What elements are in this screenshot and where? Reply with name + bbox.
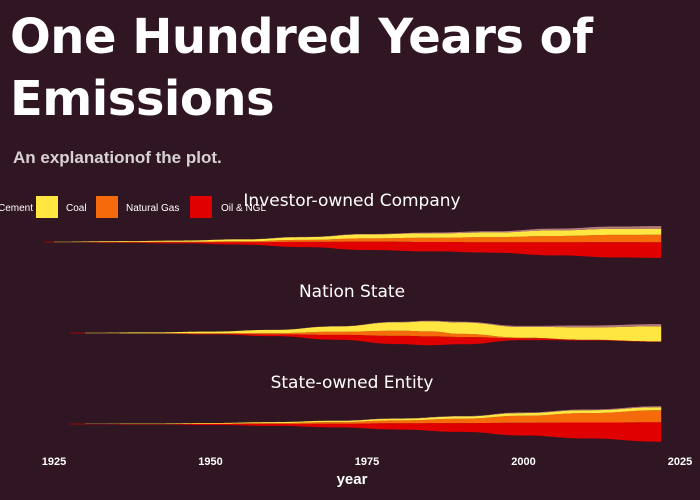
stream-layers — [44, 226, 662, 442]
facet-title-state-owned-entity: State-owned Entity — [271, 373, 434, 393]
legend-swatch-coal — [36, 196, 58, 218]
x-axis: 1925 1950 1975 2000 2025 year — [42, 456, 692, 488]
legend-label-cement: Cement — [0, 203, 33, 214]
legend-item-cement: Cement — [0, 203, 33, 214]
stream-layer-oil-ngl — [54, 241, 662, 258]
stream-layer-coal — [85, 321, 662, 342]
x-tick-label: 2000 — [511, 456, 535, 468]
legend-item-natural-gas: Natural Gas — [96, 196, 179, 218]
facet-nation-state — [70, 320, 662, 346]
chart-subtitle: An explanationof the plot. — [13, 148, 222, 167]
facet-investor-owned-company — [44, 226, 662, 258]
legend-label-natural-gas: Natural Gas — [126, 203, 179, 214]
legend-label-coal: Coal — [66, 203, 87, 214]
stream-layer-oil-ngl — [85, 422, 662, 442]
legend-swatch-natural-gas — [96, 196, 118, 218]
stream-layer-natural-gas — [85, 330, 662, 342]
chart-title: One Hundred Years of Emissions — [10, 9, 593, 127]
facet-titles: Investor-owned Company Nation State State-… — [243, 191, 460, 393]
legend-item-coal: Coal — [36, 196, 87, 218]
stream-layer-cement — [54, 226, 662, 242]
x-tick-label: 1925 — [42, 456, 66, 468]
facet-state-owned-entity — [70, 406, 662, 442]
stream-layer-natural-gas — [85, 410, 662, 425]
stream-layer-coal — [54, 228, 662, 243]
legend-item-oil-ngl: Oil & NGL — [190, 196, 266, 218]
facet-title-nation-state: Nation State — [299, 282, 405, 302]
legend-label-oil-ngl: Oil & NGL — [221, 203, 266, 214]
stream-layer-oil-ngl — [85, 333, 662, 346]
stream-layer-coal — [85, 407, 662, 424]
x-tick-label: 1950 — [198, 456, 222, 468]
legend-swatch-oil-ngl — [190, 196, 212, 218]
legend: Cement Coal Natural Gas Oil & NGL — [0, 196, 266, 218]
stream-layer-cement — [85, 320, 662, 333]
x-tick-label: 1975 — [355, 456, 379, 468]
x-tick-label: 2025 — [668, 456, 692, 468]
stream-layer-natural-gas — [54, 234, 662, 243]
x-axis-title: year — [337, 471, 368, 488]
facet-title-investor-owned-company: Investor-owned Company — [243, 191, 460, 211]
